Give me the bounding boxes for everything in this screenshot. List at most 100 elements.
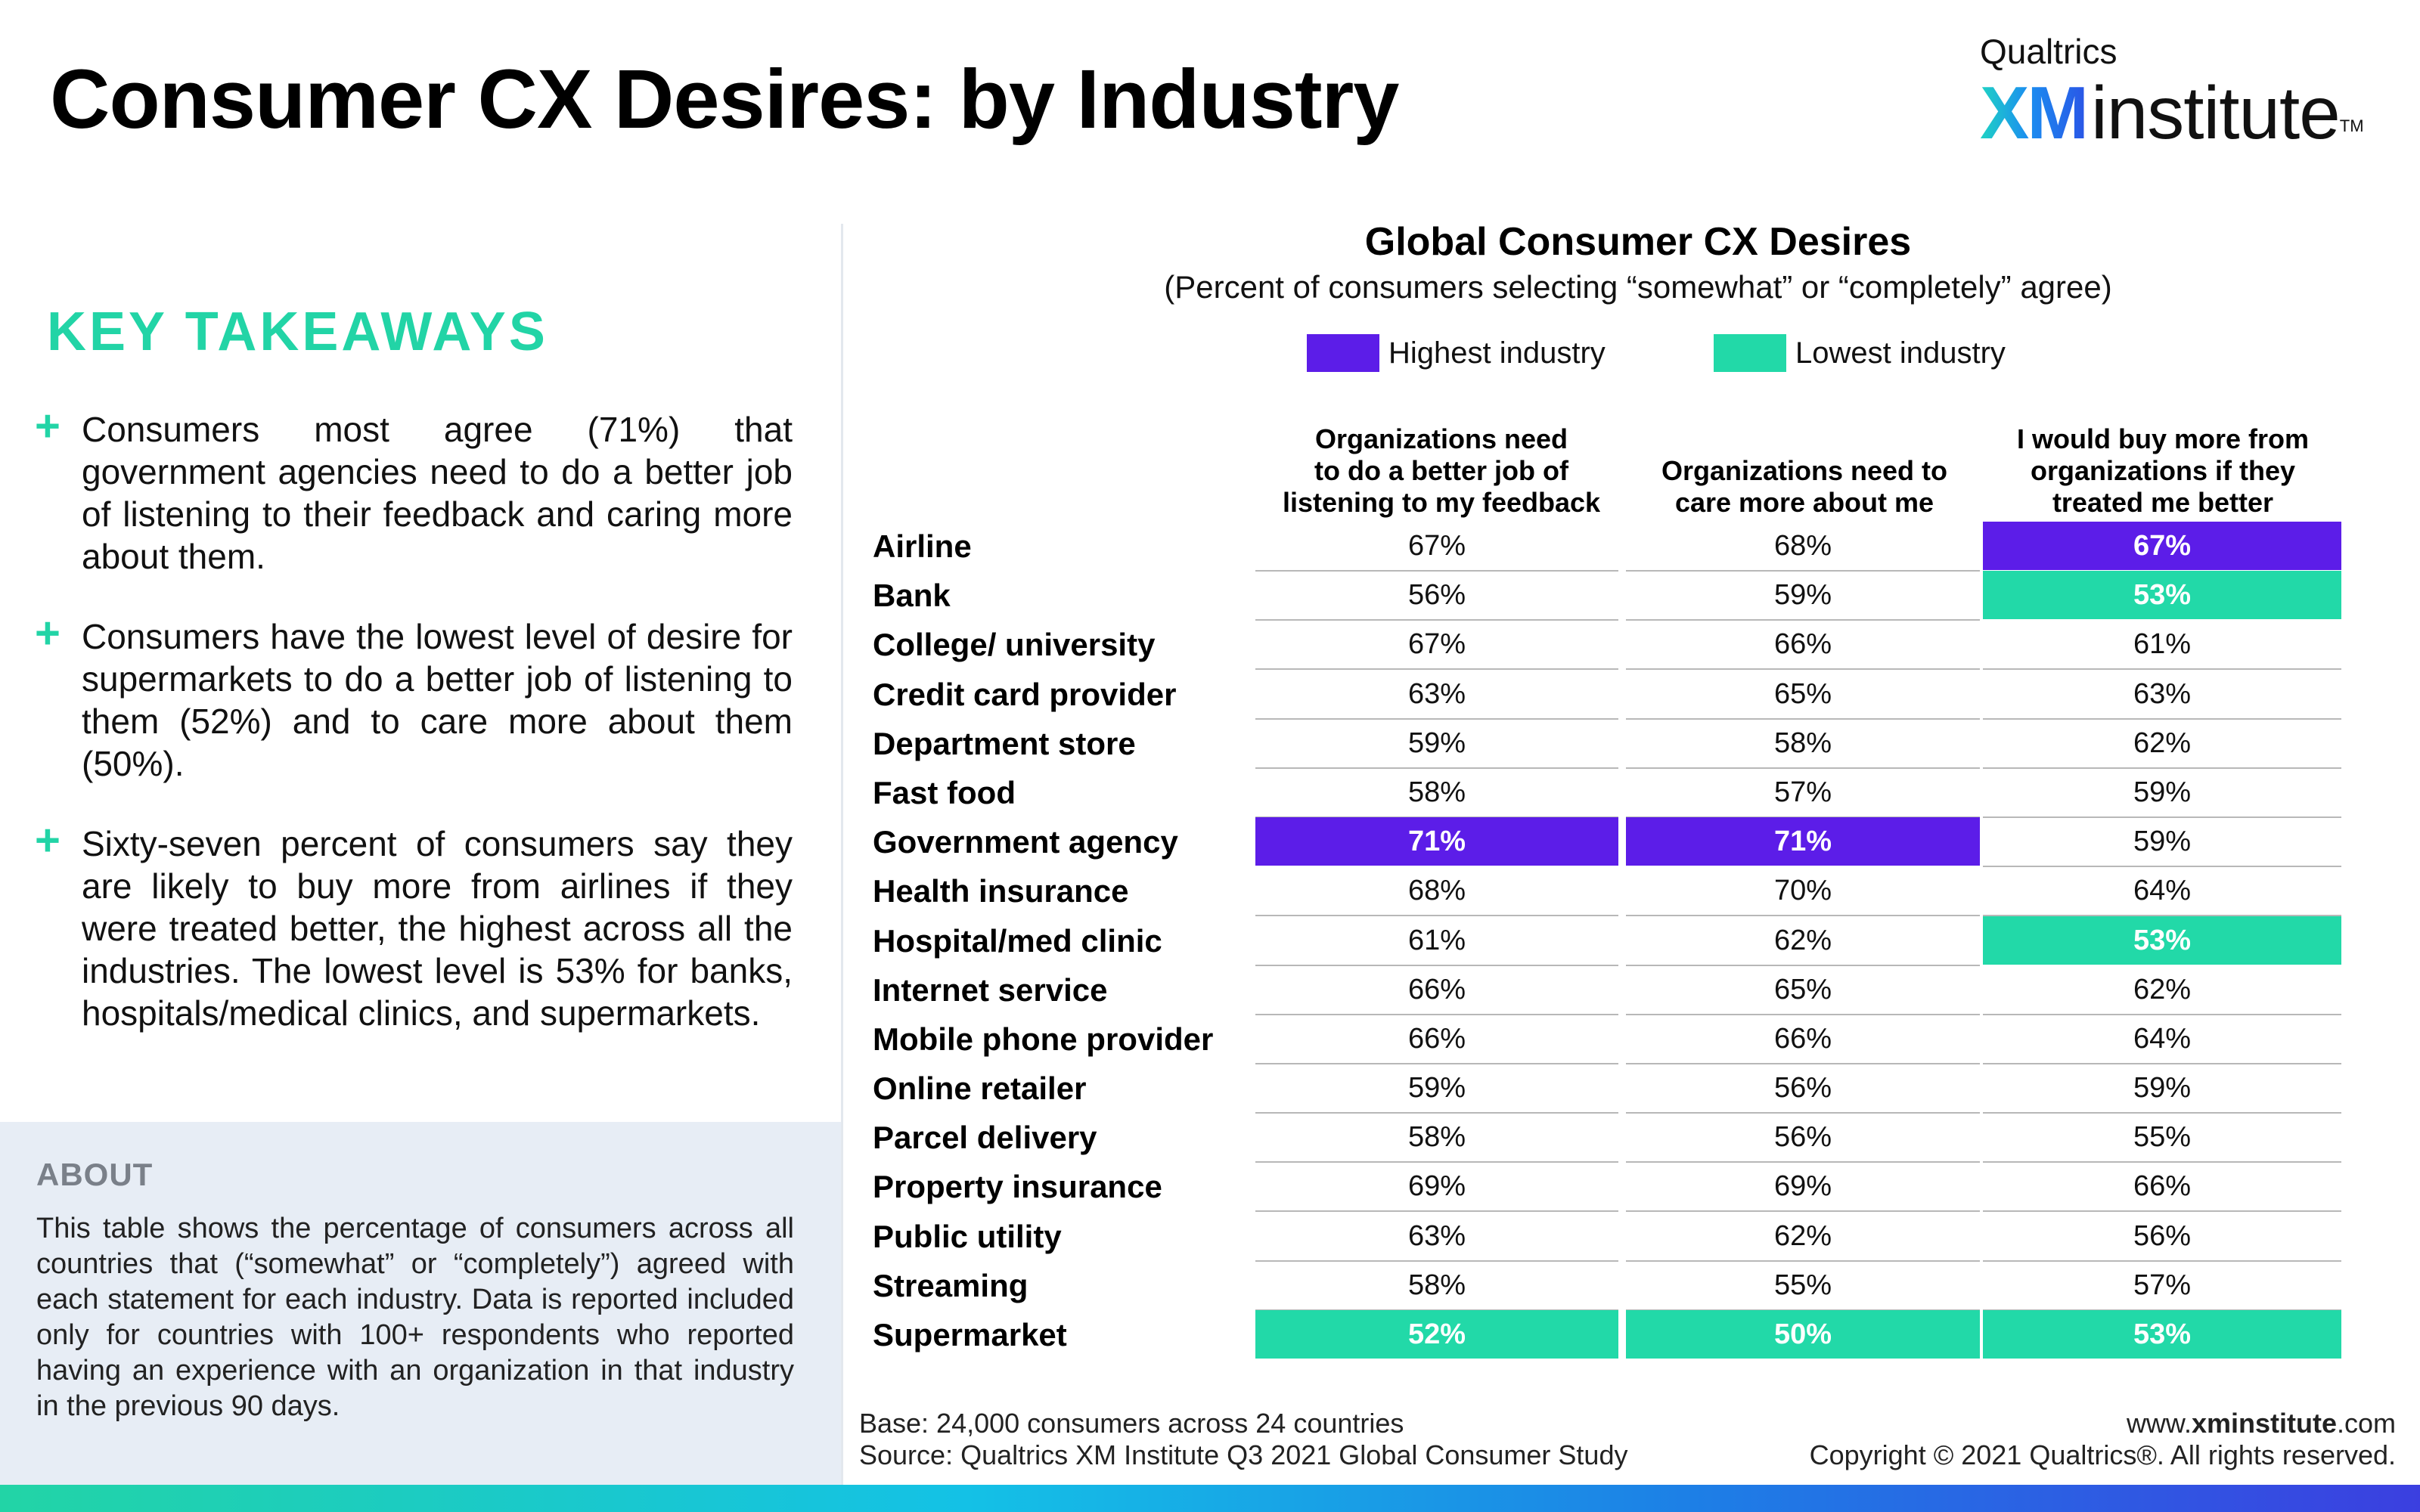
value-cell: 59% bbox=[1983, 817, 2341, 868]
industry-label: Credit card provider bbox=[873, 676, 1177, 712]
takeaway-text: Consumers have the lowest level of desir… bbox=[82, 617, 793, 783]
table-row: Credit card provider 63% 65% 63% bbox=[870, 670, 2382, 720]
value-cell: 55% bbox=[1626, 1261, 1980, 1311]
value-cell: 65% bbox=[1626, 965, 1980, 1015]
column-header-listening: Organizations need to do a better job of… bbox=[1252, 423, 1630, 519]
table-row: Fast food 58% 57% 59% bbox=[870, 768, 2382, 818]
value-cell: 52% bbox=[1255, 1310, 1618, 1360]
bottom-gradient-bar bbox=[0, 1485, 2420, 1512]
logo-brand-text: Qualtrics bbox=[1980, 32, 2118, 71]
industry-label: Internet service bbox=[873, 971, 1108, 1008]
value-cell: 56% bbox=[1626, 1064, 1980, 1114]
column-header-line: listening to my feedback bbox=[1282, 487, 1601, 518]
website-link[interactable]: www.xminstitute.com bbox=[1810, 1408, 2396, 1439]
table-row: College/ university 67% 66% 61% bbox=[870, 620, 2382, 671]
takeaway-item: + Consumers most agree (71%) that govern… bbox=[35, 401, 793, 578]
copyright-note: Copyright © 2021 Qualtrics®. All rights … bbox=[1809, 1439, 2396, 1470]
industry-label: Streaming bbox=[873, 1267, 1028, 1303]
industry-label: Fast food bbox=[873, 774, 1016, 810]
table-row: Government agency 71% 71% 59% bbox=[870, 817, 2382, 868]
value-cell: 53% bbox=[1983, 1310, 2341, 1360]
panel-divider bbox=[841, 224, 843, 1485]
value-cell: 55% bbox=[1983, 1113, 2341, 1163]
legend-swatch-lowest bbox=[1714, 334, 1786, 372]
url-domain: xminstitute bbox=[2191, 1408, 2337, 1439]
xm-institute-logo: Qualtrics XMinstituteTM bbox=[1980, 29, 2364, 177]
value-cell: 59% bbox=[1983, 768, 2341, 818]
table-row: Public utility 63% 62% 56% bbox=[870, 1212, 2382, 1262]
value-cell: 59% bbox=[1255, 1064, 1618, 1114]
value-cell: 68% bbox=[1255, 866, 1618, 917]
takeaway-text: Consumers most agree (71%) that governme… bbox=[82, 410, 793, 576]
value-cell: 64% bbox=[1983, 866, 2341, 917]
key-takeaways-heading: KEY TAKEAWAYS bbox=[47, 302, 548, 362]
plus-icon: + bbox=[35, 401, 60, 451]
value-cell: 71% bbox=[1255, 817, 1618, 868]
industry-label: Mobile phone provider bbox=[873, 1021, 1214, 1057]
column-header-line: organizations if they bbox=[2030, 455, 2296, 486]
value-cell: 66% bbox=[1626, 1015, 1980, 1064]
footnote-right: www.xminstitute.com Copyright © 2021 Qua… bbox=[1810, 1408, 2396, 1471]
logo-institute-text: institute bbox=[2091, 71, 2341, 154]
footnote-left: Base: 24,000 consumers across 24 countri… bbox=[859, 1408, 1627, 1471]
value-cell: 71% bbox=[1626, 817, 1980, 868]
legend-lowest: Lowest industry bbox=[1714, 334, 2006, 372]
value-cell: 67% bbox=[1983, 522, 2341, 572]
value-cell: 62% bbox=[1626, 916, 1980, 966]
industry-label: Government agency bbox=[873, 824, 1178, 860]
about-text: This table shows the percentage of consu… bbox=[36, 1213, 794, 1422]
value-cell: 56% bbox=[1983, 1212, 2341, 1262]
value-cell: 58% bbox=[1255, 1261, 1618, 1311]
value-cell: 57% bbox=[1983, 1261, 2341, 1311]
industry-label: College/ university bbox=[873, 627, 1156, 663]
column-header-line: I would buy more from bbox=[2016, 423, 2309, 454]
value-cell: 70% bbox=[1626, 866, 1980, 917]
about-panel: ABOUT This table shows the percentage of… bbox=[0, 1122, 841, 1485]
industry-label: Bank bbox=[873, 578, 951, 614]
value-cell: 50% bbox=[1626, 1310, 1980, 1360]
source-note: Source: Qualtrics XM Institute Q3 2021 G… bbox=[859, 1439, 1628, 1470]
table-row: Streaming 58% 55% 57% bbox=[870, 1261, 2382, 1311]
value-cell: 53% bbox=[1983, 571, 2341, 621]
legend-label-highest: Highest industry bbox=[1388, 336, 1606, 370]
industry-label: Hospital/med clinic bbox=[873, 922, 1162, 959]
column-header-line: Organizations need to bbox=[1661, 455, 1948, 486]
value-cell: 58% bbox=[1626, 719, 1980, 769]
table-row: Bank 56% 59% 53% bbox=[870, 571, 2382, 621]
value-cell: 69% bbox=[1626, 1162, 1980, 1213]
table-row: Department store 59% 58% 62% bbox=[870, 719, 2382, 769]
value-cell: 62% bbox=[1983, 719, 2341, 769]
takeaways-list: + Consumers most agree (71%) that govern… bbox=[35, 401, 793, 1072]
value-cell: 68% bbox=[1626, 522, 1980, 572]
value-cell: 61% bbox=[1255, 916, 1618, 966]
takeaway-item: + Consumers have the lowest level of des… bbox=[35, 612, 793, 785]
plus-icon: + bbox=[35, 816, 60, 865]
takeaway-text: Sixty-seven percent of consumers say the… bbox=[82, 824, 793, 1033]
industry-label: Parcel delivery bbox=[873, 1120, 1097, 1156]
column-header-buy-more: I would buy more from organizations if t… bbox=[1981, 423, 2344, 519]
legend-label-lowest: Lowest industry bbox=[1795, 336, 2006, 370]
value-cell: 66% bbox=[1255, 965, 1618, 1015]
column-header-line: treated me better bbox=[2052, 487, 2274, 518]
industry-label: Supermarket bbox=[873, 1317, 1067, 1352]
chart-subtitle: (Percent of consumers selecting “somewha… bbox=[1164, 269, 2112, 305]
value-cell: 58% bbox=[1255, 1113, 1618, 1163]
value-cell: 67% bbox=[1255, 620, 1618, 671]
logo-trademark: TM bbox=[2339, 116, 2364, 135]
value-cell: 59% bbox=[1626, 571, 1980, 621]
table-row: Property insurance 69% 69% 66% bbox=[870, 1162, 2382, 1213]
table-row: Airline 67% 68% 67% bbox=[870, 522, 2382, 572]
page-title: Consumer CX Desires: by Industry bbox=[50, 53, 1399, 146]
value-cell: 57% bbox=[1626, 768, 1980, 818]
industry-label: Property insurance bbox=[873, 1169, 1162, 1205]
column-header-line: to do a better job of bbox=[1314, 455, 1568, 486]
value-cell: 66% bbox=[1626, 620, 1980, 671]
base-note: Base: 24,000 consumers across 24 countri… bbox=[859, 1408, 1404, 1439]
column-header-line: Organizations need bbox=[1314, 423, 1568, 454]
industry-label: Airline bbox=[873, 528, 972, 564]
legend-swatch-highest bbox=[1307, 334, 1379, 372]
logo-xm-text: XM bbox=[1980, 71, 2089, 154]
value-cell: 65% bbox=[1626, 670, 1980, 720]
value-cell: 59% bbox=[1983, 1064, 2341, 1114]
table-row: Supermarket 52% 50% 53% bbox=[870, 1310, 2382, 1360]
